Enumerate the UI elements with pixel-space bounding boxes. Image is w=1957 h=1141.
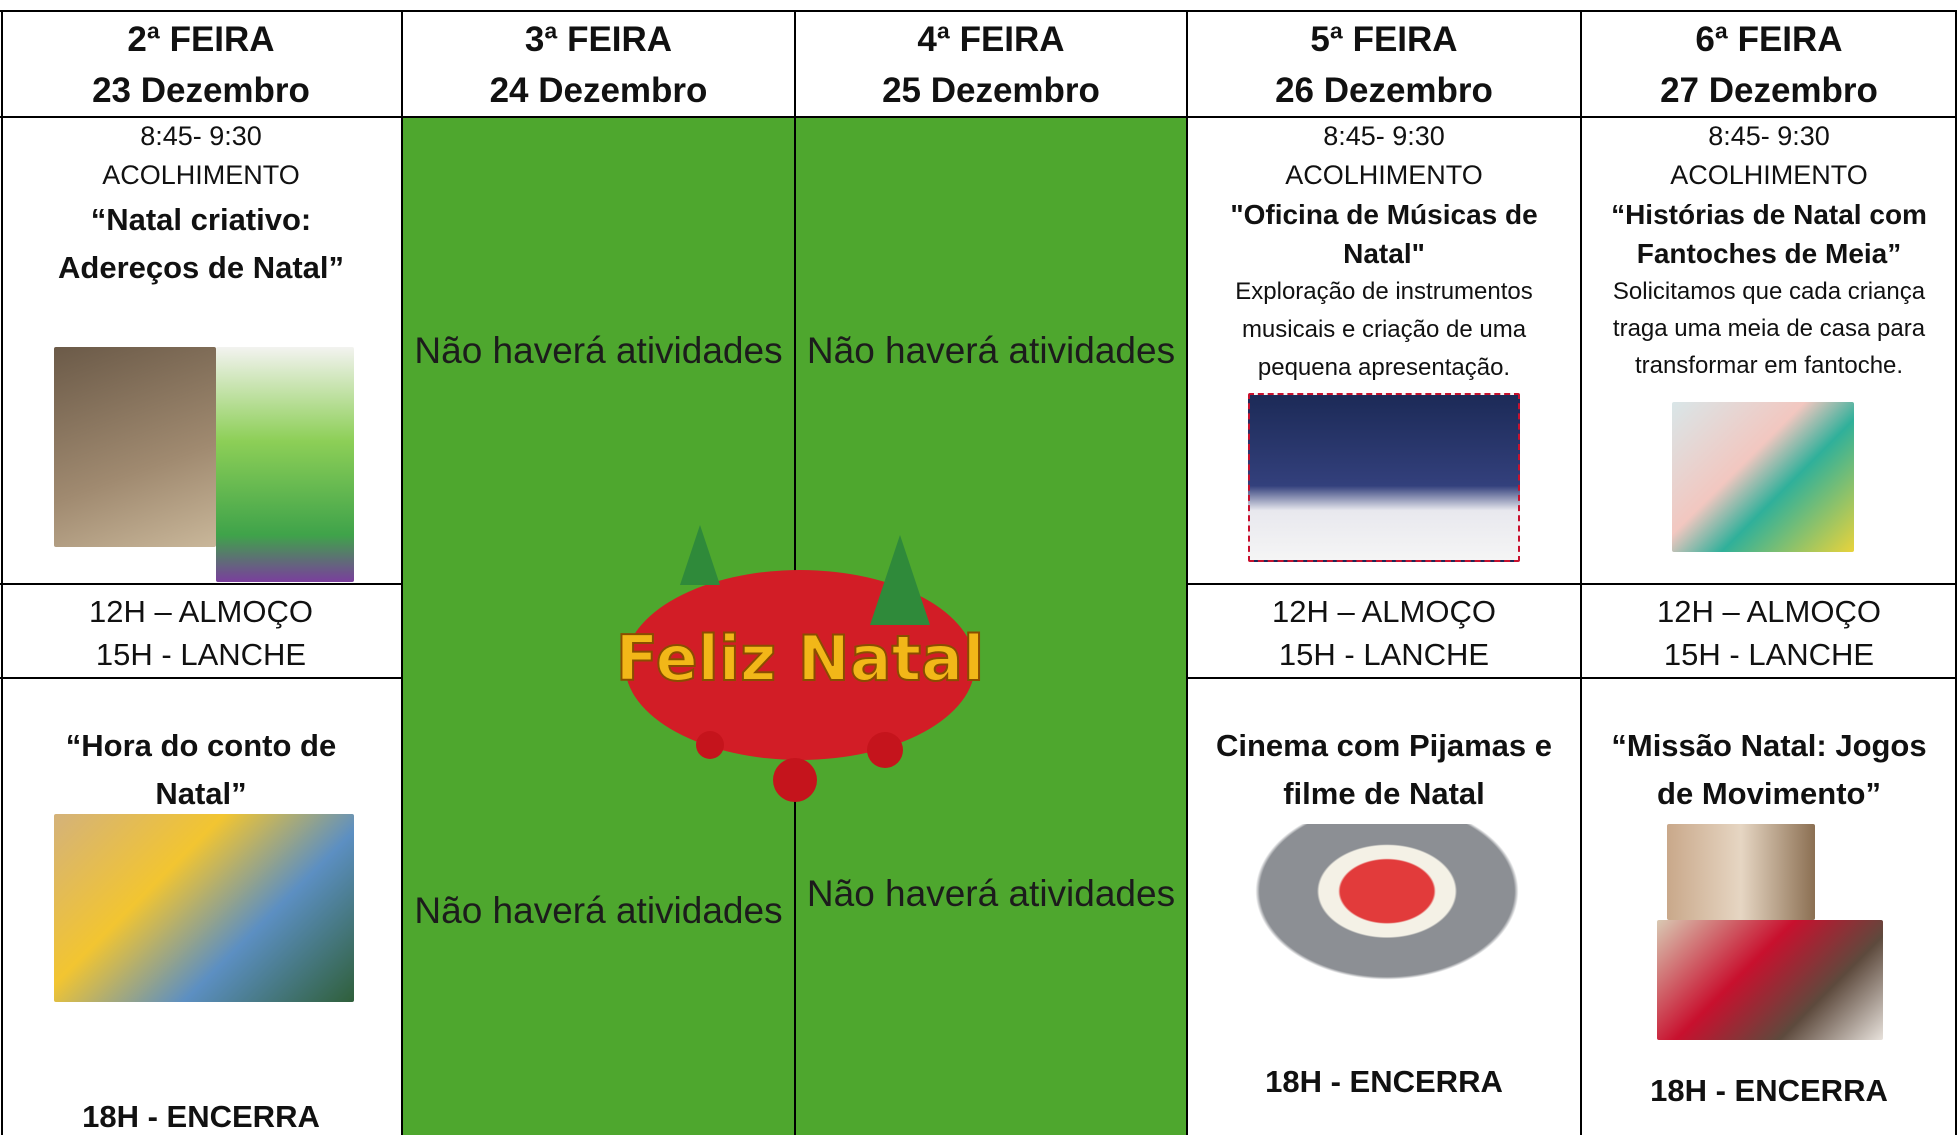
ornament — [696, 731, 724, 759]
border — [0, 10, 1957, 12]
border — [1, 10, 3, 1135]
time: 8:45- 9:30 — [1708, 121, 1830, 151]
banner-art: Feliz Natal — [615, 525, 985, 802]
lunch: 12H – ALMOÇO — [1657, 594, 1881, 629]
photo — [1672, 402, 1854, 552]
day: 5ª FEIRA — [1310, 20, 1458, 59]
illustration — [1237, 824, 1537, 992]
border — [1187, 677, 1957, 679]
closing: 18H - ENCERRA — [1265, 1064, 1503, 1099]
banner-text: Feliz Natal — [616, 622, 985, 695]
lunch: 12H – ALMOÇO — [89, 594, 313, 629]
photo — [216, 347, 354, 582]
notice: Não haverá atividades — [806, 873, 1176, 914]
snack: 15H - LANCHE — [95, 637, 307, 672]
tree — [870, 535, 930, 625]
ornament — [867, 732, 903, 768]
photo — [1657, 920, 1883, 1040]
border — [1955, 10, 1957, 1135]
activity-title: “Hora do conto de Natal” — [65, 728, 337, 811]
date: 24 Dezembro — [489, 71, 708, 110]
day: 4ª FEIRA — [917, 20, 1065, 59]
border — [1187, 583, 1957, 585]
closing: 18H - ENCERRA — [1650, 1073, 1888, 1108]
activity-title: "Oficina de Músicas de Natal" — [1230, 199, 1538, 269]
day: 6ª FEIRA — [1695, 20, 1843, 59]
time: 8:45- 9:30 — [1323, 121, 1445, 151]
welcome: ACOLHIMENTO — [102, 160, 300, 190]
snack: 15H - LANCHE — [1278, 637, 1490, 672]
time: 8:45- 9:30 — [140, 121, 262, 151]
border — [0, 677, 402, 679]
closing: 18H - ENCERRA — [82, 1099, 320, 1134]
notice: Não haverá atividades — [414, 330, 783, 371]
activity-description: Solicitamos que cada criança traga uma m… — [1612, 278, 1926, 379]
notice: Não haverá atividades — [414, 890, 783, 931]
photo — [54, 347, 216, 547]
border — [401, 10, 403, 1135]
illustration — [1248, 393, 1520, 562]
activity-title: “Missão Natal: Jogos de Movimento” — [1611, 728, 1927, 811]
date: 23 Dezembro — [92, 71, 310, 110]
date: 25 Dezembro — [882, 71, 1100, 110]
border — [0, 116, 1957, 118]
photo — [54, 814, 354, 1002]
welcome: ACOLHIMENTO — [1670, 160, 1868, 190]
welcome: ACOLHIMENTO — [1285, 160, 1483, 190]
tree — [680, 525, 720, 585]
snack: 15H - LANCHE — [1663, 637, 1875, 672]
activity-title: “Histórias de Natal com Fantoches de Mei… — [1611, 199, 1927, 269]
activity-title: “Natal criativo: Adereços de Natal” — [58, 202, 344, 285]
date: 27 Dezembro — [1660, 71, 1878, 110]
lunch: 12H – ALMOÇO — [1272, 594, 1496, 629]
date: 26 Dezembro — [1275, 71, 1493, 110]
activity-title: Cinema com Pijamas e filme de Natal — [1216, 728, 1552, 811]
border — [0, 583, 402, 585]
ornament — [773, 758, 817, 802]
border — [1186, 10, 1188, 1135]
notice: Não haverá atividades — [806, 330, 1176, 371]
border — [1580, 10, 1582, 1135]
photo — [1667, 824, 1815, 920]
day: 2ª FEIRA — [127, 20, 275, 59]
activity-description: Exploração de instrumentos musicais e cr… — [1235, 278, 1533, 381]
day: 3ª FEIRA — [524, 20, 673, 59]
